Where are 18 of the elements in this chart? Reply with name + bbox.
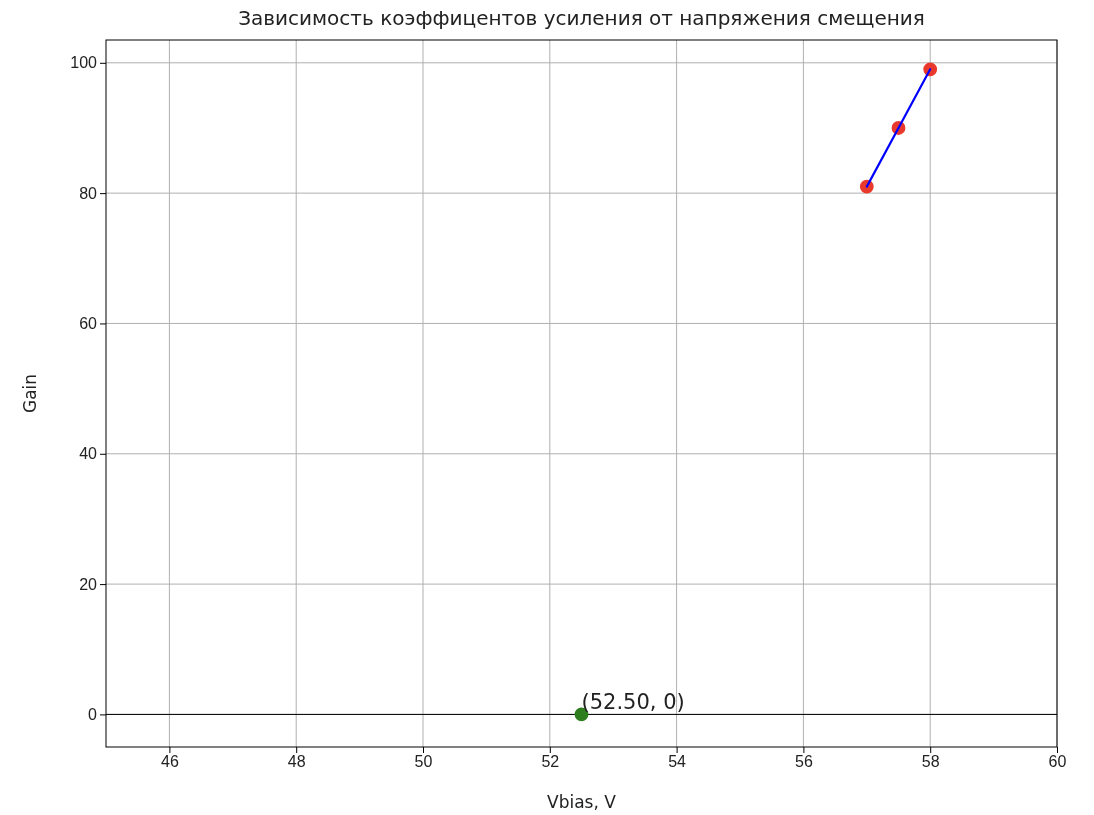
x-tick-label: 54 [668, 753, 687, 771]
y-tick-label: 60 [79, 315, 98, 333]
x-tick-label: 50 [414, 753, 433, 771]
x-tick-label: 56 [795, 753, 813, 771]
x-tick-label: 60 [1048, 753, 1067, 771]
y-tick-label: 40 [79, 445, 98, 463]
x-tick-label: 46 [161, 753, 179, 771]
chart-title: Зависимость коэффицентов усиления от напряжения смещения [238, 6, 925, 30]
x-tick-label: 52 [541, 753, 560, 771]
y-tick-label: 20 [79, 575, 98, 593]
x-axis-title: Vbias, V [547, 792, 617, 812]
y-tick-label: 80 [79, 184, 98, 202]
y-tick-label: 0 [88, 706, 98, 724]
annotation: (52.50, 0) [581, 690, 685, 715]
y-tick-label: 100 [70, 54, 98, 72]
x-tick-label: 48 [287, 753, 306, 771]
x-tick-label: 58 [921, 753, 940, 771]
y-axis-title: Gain [20, 373, 40, 414]
